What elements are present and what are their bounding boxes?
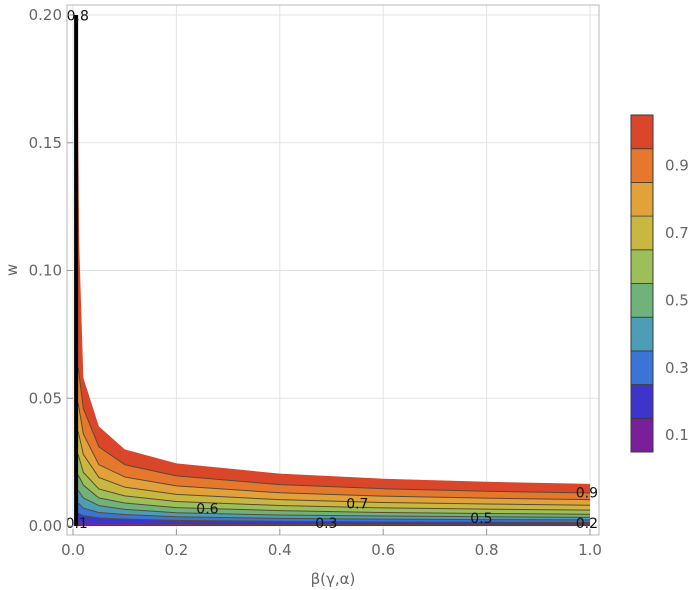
contour-line-0.4 xyxy=(77,489,591,518)
y-tick-label: 0.00 xyxy=(29,517,62,535)
colorbar-label: 0.7 xyxy=(665,224,689,242)
contour-line-0.1 xyxy=(78,522,590,526)
colorbar-bin xyxy=(630,350,654,385)
colorbar-legend: 0.1 0.3 0.5 0.7 0.9 xyxy=(630,114,689,453)
colorbar-label: 0.1 xyxy=(665,426,689,444)
contour-label: 0.3 xyxy=(315,516,337,532)
contour-label: 0.6 xyxy=(196,501,218,517)
x-tick-label: 0.8 xyxy=(475,541,499,559)
contour-line-0.9 xyxy=(77,367,591,494)
colorbar-bin xyxy=(630,384,654,419)
y-tick-label: 0.15 xyxy=(29,134,62,152)
x-tick-label: 0.0 xyxy=(61,541,85,559)
contour-band-0.9 xyxy=(75,367,591,526)
x-tick-label: 0.2 xyxy=(164,541,188,559)
y-tick-label: 0.10 xyxy=(29,262,62,280)
x-tick-label: 1.0 xyxy=(578,541,602,559)
colorbar-bin xyxy=(630,215,654,251)
contour-line-0.3 xyxy=(77,502,591,521)
colorbar-bin xyxy=(630,181,654,217)
colorbar-frame xyxy=(630,114,654,453)
colorbar-bin xyxy=(630,249,654,284)
y-tick-label: 0.20 xyxy=(29,6,62,24)
colorbar-label: 0.5 xyxy=(665,291,689,309)
contour-label: 0.5 xyxy=(470,511,492,527)
colorbar-bin xyxy=(630,316,654,352)
contour-line-0.2 xyxy=(77,512,591,523)
colorbar-bin xyxy=(630,148,654,183)
y-axis-title: w xyxy=(3,264,21,276)
plot-area: 0.6 0.7 0.3 0.5 0.9 0.2 0.1 0.8 0.0 0.2 0.4 0.6 0.8 1… xyxy=(3,4,602,588)
contour-line-0.5 xyxy=(77,474,591,515)
x-axis-title: β(γ,α) xyxy=(311,570,356,588)
x-tick-label: 0.4 xyxy=(268,541,292,559)
colorbar-label: 0.3 xyxy=(665,359,689,377)
x-tick-label: 0.6 xyxy=(371,541,395,559)
contour-label: 0.1 xyxy=(66,516,88,532)
colorbar-bin xyxy=(630,114,654,150)
contour-line-0.8 xyxy=(77,403,591,501)
contour-line-0.7 xyxy=(77,431,591,506)
contour-line-0.6 xyxy=(77,454,591,511)
contour-label: 0.7 xyxy=(346,496,368,512)
contour-label: 0.2 xyxy=(576,516,598,532)
contour-label: 0.8 xyxy=(67,8,89,24)
y-tick-label: 0.05 xyxy=(29,389,62,407)
colorbar-bin xyxy=(630,417,654,453)
contour-label: 0.9 xyxy=(576,485,598,501)
colorbar-bin xyxy=(630,283,654,318)
colorbar-label: 0.9 xyxy=(665,157,689,175)
contour-band-0.2 xyxy=(75,513,591,526)
